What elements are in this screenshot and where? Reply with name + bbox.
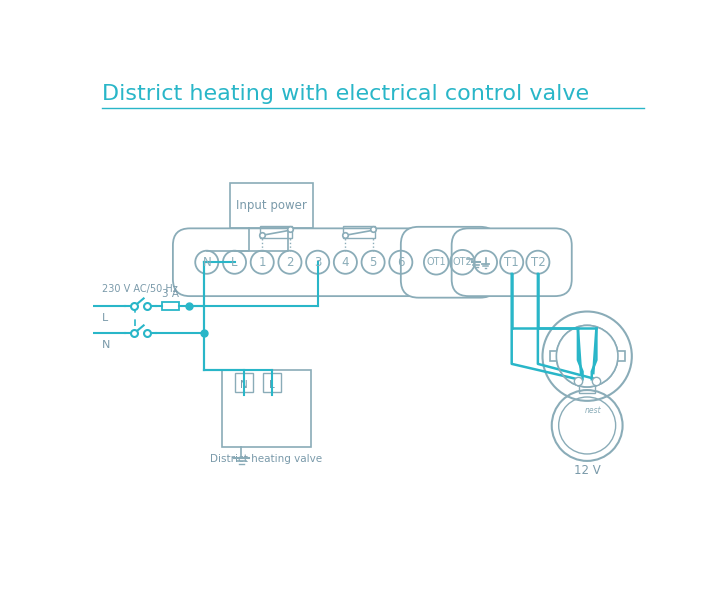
Text: 1: 1 [258,256,266,268]
Text: District heating with electrical control valve: District heating with electrical control… [102,84,589,105]
Circle shape [557,326,617,386]
FancyBboxPatch shape [401,227,498,298]
Text: nest: nest [585,406,601,415]
Bar [230,183,313,228]
Text: 3: 3 [314,256,321,268]
Bar [234,373,253,391]
Text: OT1: OT1 [427,257,446,267]
Text: 4: 4 [341,256,349,268]
Text: 12 V: 12 V [574,464,601,476]
Bar [263,373,282,391]
Text: N: N [240,380,248,390]
Text: 3 A: 3 A [162,289,179,299]
Text: T2: T2 [531,256,545,268]
Text: 230 V AC/50 Hz: 230 V AC/50 Hz [102,284,178,294]
Bar [162,302,179,310]
Text: L: L [269,380,275,390]
Text: N: N [102,340,111,350]
Text: OT2: OT2 [453,257,472,267]
Text: L: L [102,314,108,324]
FancyBboxPatch shape [173,228,435,296]
Text: 2: 2 [286,256,293,268]
Text: N: N [202,256,211,268]
Bar [222,370,311,447]
Text: nest: nest [577,334,598,345]
Bar [579,386,595,393]
Text: T1: T1 [505,256,519,268]
Text: 6: 6 [397,256,405,268]
Bar [260,226,292,238]
Text: Input power: Input power [236,199,307,211]
Text: District heating valve: District heating valve [210,454,323,465]
Bar [343,226,376,238]
FancyBboxPatch shape [451,228,571,296]
Text: 5: 5 [369,256,377,268]
Text: L: L [232,256,238,268]
